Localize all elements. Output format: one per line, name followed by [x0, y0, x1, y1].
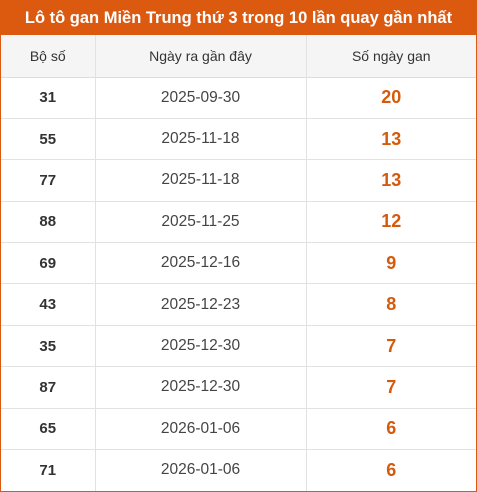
cell-date: 2026-01-06	[94, 408, 306, 451]
cell-number: 87	[1, 366, 95, 409]
cell-date: 2025-11-18	[94, 159, 306, 202]
table-row: 43 2025-12-23 8	[1, 283, 476, 326]
header-recent-date: Ngày ra gần đây	[94, 35, 306, 78]
header-days-absent: Số ngày gan	[305, 35, 476, 78]
cell-days: 20	[305, 77, 476, 119]
cell-days: 13	[305, 118, 476, 161]
cell-number: 55	[1, 118, 95, 161]
cell-date: 2025-09-30	[94, 77, 306, 119]
cell-number: 77	[1, 159, 95, 202]
table-header-row: Bộ số Ngày ra gần đây Số ngày gan	[1, 35, 476, 78]
cell-days: 8	[305, 283, 476, 326]
table-row: 69 2025-12-16 9	[1, 242, 476, 285]
cell-date: 2025-11-25	[94, 201, 306, 244]
table-row: 65 2026-01-06 6	[1, 408, 476, 451]
table-row: 87 2025-12-30 7	[1, 366, 476, 409]
panel-title: Lô tô gan Miền Trung thứ 3 trong 10 lần …	[1, 1, 476, 35]
stats-table: Bộ số Ngày ra gần đây Số ngày gan 31 202…	[1, 35, 476, 491]
cell-date: 2025-12-16	[94, 242, 306, 285]
cell-days: 13	[305, 159, 476, 202]
cell-days: 9	[305, 242, 476, 285]
table-row: 31 2025-09-30 20	[1, 77, 476, 119]
cell-days: 7	[305, 366, 476, 409]
table-row: 35 2025-12-30 7	[1, 325, 476, 368]
table-row: 55 2025-11-18 13	[1, 118, 476, 161]
cell-number: 35	[1, 325, 95, 368]
cell-date: 2025-11-18	[94, 118, 306, 161]
cell-date: 2025-12-23	[94, 283, 306, 326]
table-row: 71 2026-01-06 6	[1, 449, 476, 491]
cell-date: 2026-01-06	[94, 449, 306, 491]
cell-number: 71	[39, 461, 57, 479]
cell-days: 7	[305, 325, 476, 368]
cell-days: 12	[305, 201, 476, 244]
table-row: 88 2025-11-25 12	[1, 201, 476, 244]
header-number: Bộ số	[1, 35, 95, 78]
cell-number: 69	[1, 242, 95, 285]
cell-number: 31	[1, 77, 95, 119]
cell-number: 65	[1, 408, 95, 451]
cell-number: 43	[1, 283, 95, 326]
cell-date: 2025-12-30	[94, 366, 306, 409]
cell-days: 6	[305, 449, 476, 491]
cell-date: 2025-12-30	[94, 325, 306, 368]
cell-days: 6	[305, 408, 476, 451]
cell-number: 88	[1, 201, 95, 244]
table-row: 77 2025-11-18 13	[1, 159, 476, 202]
